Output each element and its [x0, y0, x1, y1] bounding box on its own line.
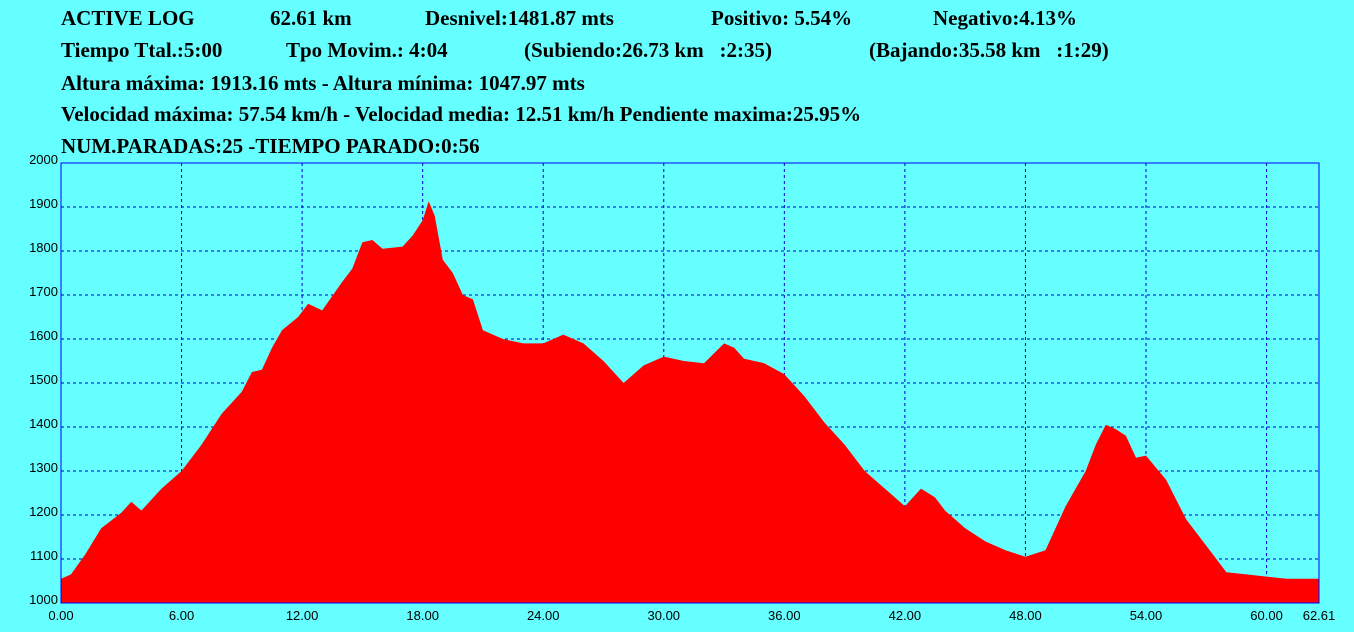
- header-line-1: ACTIVE LOG 62.61 km Desnivel:1481.87 mts…: [0, 6, 1077, 174]
- y-tick-labels: 1000 1100 1200 1300 1400 1500 1600 1700 1800 1900…: [29, 152, 58, 607]
- x-tick-label: 30.00: [648, 608, 681, 623]
- y-tick-label: 1500: [29, 372, 58, 387]
- total-time: Tiempo Ttal.:5:00: [61, 38, 223, 62]
- y-tick-label: 1600: [29, 328, 58, 343]
- x-tick-label: 60.00: [1250, 608, 1283, 623]
- elevation-profile: [61, 201, 1319, 604]
- x-tick-label: 24.00: [527, 608, 560, 623]
- downhill-stats: (Bajando:35.58 km :1:29): [869, 38, 1109, 62]
- moving-time: Tpo Movim.: 4:04: [286, 38, 448, 62]
- x-tick-label: 0.00: [48, 608, 73, 623]
- x-tick-label: 18.00: [406, 608, 439, 623]
- x-tick-label: 12.00: [286, 608, 319, 623]
- x-tick-labels: 0.00 6.00 12.00 18.00 24.00 30.00 36.00 42.00 48…: [48, 608, 1335, 623]
- header-line-2: Tiempo Ttal.:5:00 Tpo Movim.: 4:04 (Subi…: [0, 38, 1109, 182]
- stops-stats: NUM.PARADAS:25 -TIEMPO PARADO:0:56: [61, 134, 480, 158]
- uphill-stats: (Subiendo:26.73 km :2:35): [524, 38, 772, 62]
- altitude-stats: Altura máxima: 1913.16 mts - Altura míni…: [61, 71, 585, 95]
- y-tick-label: 1400: [29, 416, 58, 431]
- positive-slope: Positivo: 5.54%: [711, 6, 853, 30]
- y-tick-label: 1100: [30, 548, 58, 563]
- y-tick-label: 1200: [29, 504, 58, 519]
- total-distance: 62.61 km: [270, 6, 352, 30]
- plot-frame: [60, 162, 1320, 604]
- x-tick-label: 42.00: [889, 608, 922, 623]
- x-tick-label: 54.00: [1130, 608, 1163, 623]
- negative-slope: Negativo:4.13%: [933, 6, 1078, 30]
- y-tick-label: 1000: [29, 592, 58, 607]
- y-tick-label: 1800: [29, 240, 58, 255]
- x-tick-label: 36.00: [768, 608, 801, 623]
- header-stats: ACTIVE LOG 62.61 km Desnivel:1481.87 mts…: [0, 0, 1354, 160]
- speed-stats: Velocidad máxima: 57.54 km/h - Velocidad…: [61, 102, 862, 126]
- plot-border: [60, 162, 1320, 604]
- elevation-area: [61, 201, 1319, 604]
- x-tick-label: 62.61: [1303, 608, 1336, 623]
- x-tick-label: 48.00: [1009, 608, 1042, 623]
- y-tick-label: 1700: [29, 284, 58, 299]
- y-tick-label: 2000: [29, 152, 58, 167]
- elevation-gain: Desnivel:1481.87 mts: [425, 6, 614, 30]
- y-tick-label: 1300: [29, 460, 58, 475]
- y-tick-label: 1900: [29, 196, 58, 211]
- x-tick-label: 6.00: [169, 608, 194, 623]
- log-name: ACTIVE LOG: [61, 6, 195, 30]
